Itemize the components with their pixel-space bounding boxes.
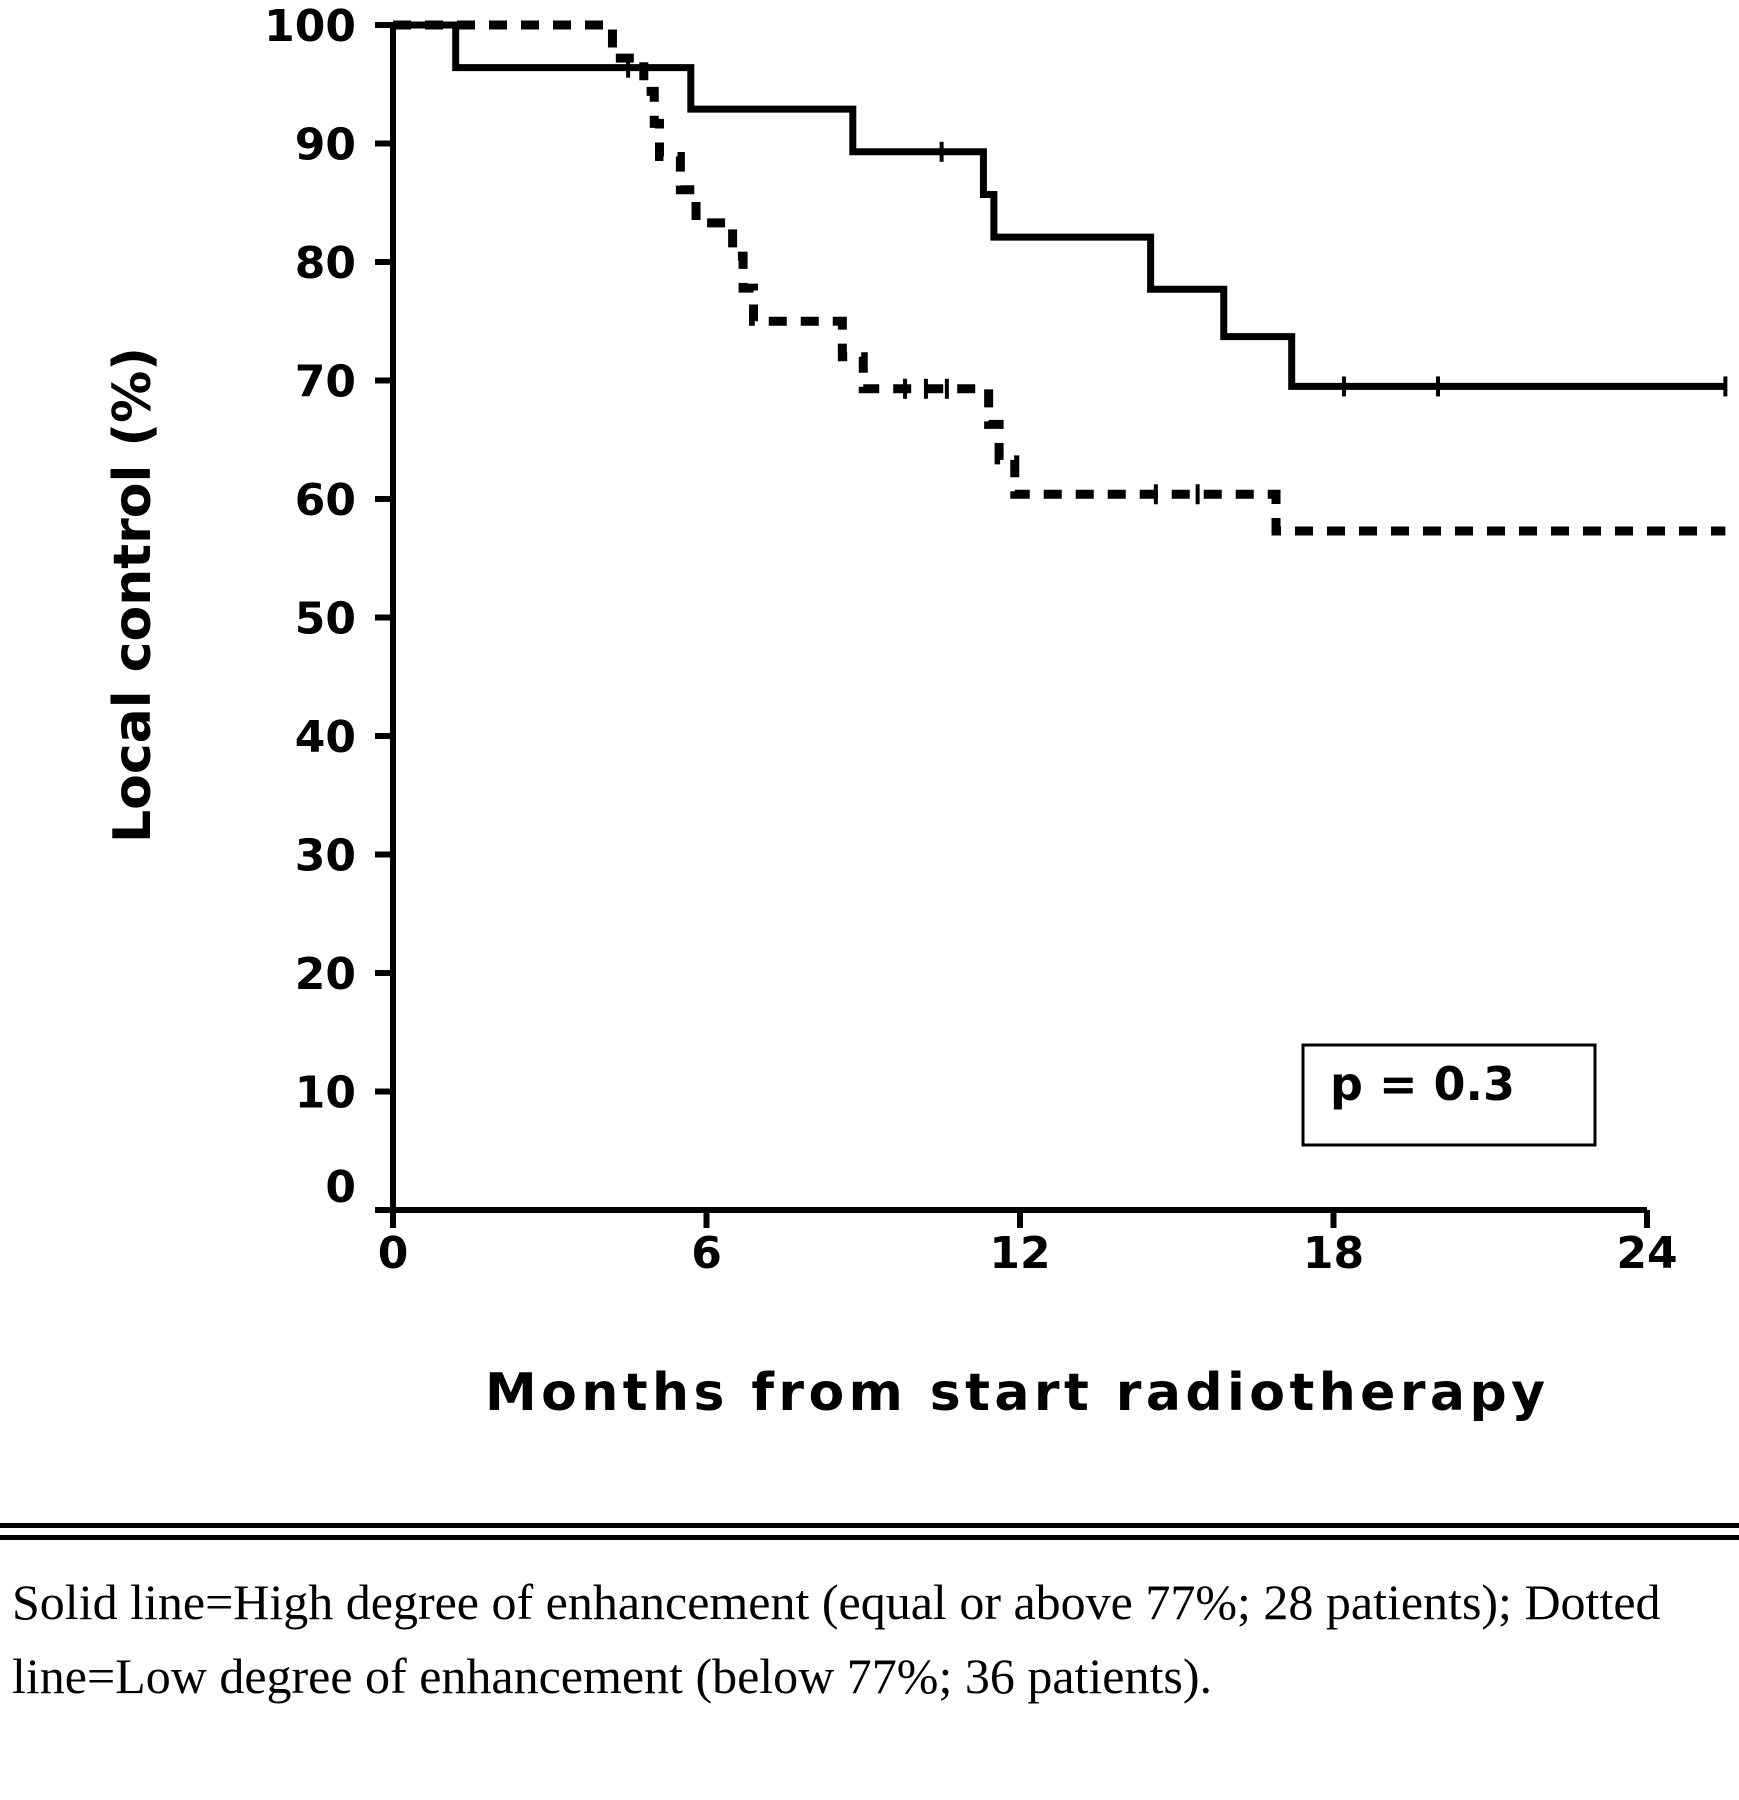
plot-series <box>393 20 1728 536</box>
y-tick-label: 50 <box>295 594 356 645</box>
x-axis-title: Months from start radiotherapy <box>485 1363 1545 1423</box>
solid-km-curve <box>393 21 1726 390</box>
x-tick-label: 0 <box>378 1228 409 1279</box>
y-tick-label: 60 <box>295 475 356 526</box>
y-tick-label: 0 <box>325 1162 356 1213</box>
y-tick-label: 100 <box>264 1 356 52</box>
y-tick-label: 40 <box>295 712 356 763</box>
caption-rule-bottom <box>0 1535 1739 1540</box>
y-axis: 0 10 20 30 40 50 60 70 80 90 100 <box>264 1 396 1213</box>
caption-rule-top <box>0 1523 1739 1528</box>
x-tick-label: 12 <box>989 1228 1050 1279</box>
x-axis: 0 6 12 18 24 <box>378 1207 1678 1279</box>
x-tick-label: 6 <box>691 1228 722 1279</box>
pvalue-label: p = 0.3 <box>1330 1057 1515 1111</box>
y-tick-label: 20 <box>295 949 356 1000</box>
x-tick-label: 18 <box>1303 1228 1364 1279</box>
y-tick-label: 70 <box>295 357 356 408</box>
dotted-km-curve <box>393 20 1726 536</box>
x-tick-label: 24 <box>1616 1228 1677 1279</box>
y-tick-label: 80 <box>295 238 356 289</box>
y-tick-label: 30 <box>295 831 356 882</box>
y-axis-title: Local control (%) <box>103 347 163 843</box>
figure-caption: Solid line=High degree of enhancement (e… <box>12 1574 1661 1704</box>
y-tick-label: 10 <box>295 1068 356 1119</box>
pvalue-box <box>1301 1043 1597 1147</box>
km-chart: 0 10 20 30 40 50 60 70 80 90 100 0 6 12 18 24 Local co… <box>103 1 1728 1423</box>
y-tick-label: 90 <box>295 120 356 171</box>
